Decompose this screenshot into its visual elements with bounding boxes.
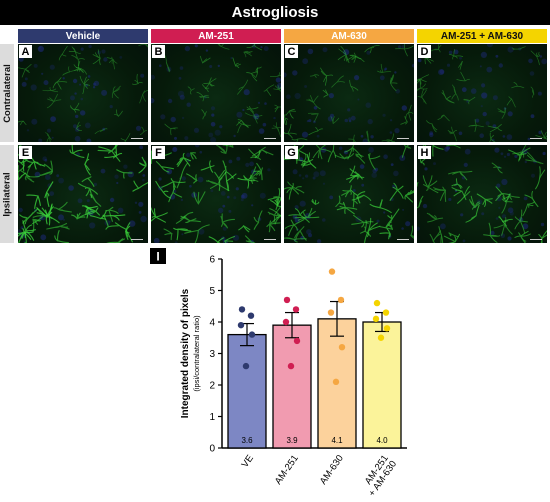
micrograph-texture [18,44,148,142]
scale-bar [131,138,143,139]
micrograph-texture [284,145,414,243]
panel-letter: C [285,45,298,58]
y-tick-label: 1 [209,412,215,423]
panel-letter: I [156,250,159,264]
micrograph-texture [417,44,547,142]
bar [227,333,267,449]
data-point [338,344,346,351]
data-point [282,318,290,326]
x-tick-label-group: VE [240,453,256,470]
y-axis-sublabel: (ipsi/contralateral ratio) [192,315,201,392]
x-tick-label: AM-251 [273,453,301,487]
scale-bar [397,138,409,139]
row-label-contralateral: Contralateral [0,44,14,142]
scale-bar [530,138,542,139]
data-point [242,362,250,370]
panel-letter: A [19,45,32,58]
y-tick-label: 2 [209,381,215,392]
scale-bar [264,239,276,240]
panel-letter: E [19,146,32,159]
column-header-vehicle: Vehicle [18,29,148,43]
data-point [337,296,345,304]
data-point [248,331,256,338]
scale-bar [264,138,276,139]
data-point [372,315,380,323]
data-point [328,268,336,275]
scale-bar [397,239,409,240]
micrograph-panel-b: B [151,44,281,142]
micrograph-texture [417,145,547,243]
micrograph-texture [151,145,281,243]
bar [362,321,402,449]
bar [272,324,312,449]
data-point [287,362,295,370]
panel-letter: F [152,146,165,159]
data-point [247,312,255,319]
x-tick-label-group: AM-251 [273,453,301,487]
scale-bar [131,239,143,240]
y-tick-label: 0 [209,444,215,455]
micrograph-panel-c: C [284,44,414,142]
data-point [377,334,385,341]
micrograph-panel-h: H [417,145,547,243]
column-header-combo: AM-251 + AM-630 [417,29,547,43]
data-point [237,321,245,329]
micrograph-panel-f: F [151,145,281,243]
bar-value-label: 4.1 [331,436,343,445]
y-tick-label: 5 [209,286,215,297]
micrograph-panel-a: A [18,44,148,142]
column-header-am630: AM-630 [284,29,414,43]
micrograph-texture [284,44,414,142]
row-label-text-contralateral: Contralateral [1,63,13,123]
data-point [327,309,335,316]
figure-title: Astrogliosis [0,0,550,25]
data-point [332,378,340,386]
column-header-am251: AM-251 [151,29,281,43]
micrograph-panel-d: D [417,44,547,142]
row-label-ipsilateral: Ipsilateral [0,145,14,243]
data-point [383,325,391,332]
panel-letter-box [150,248,166,264]
data-point [238,306,246,313]
micrograph-texture [18,145,148,243]
y-axis-label: Integrated density of pixels [180,288,191,418]
row-label-text-ipsilateral: Ipsilateral [1,171,13,217]
data-point [293,337,301,345]
panel-letter: G [285,146,298,159]
micrograph-panel-g: G [284,145,414,243]
x-tick-label-group: AM-251+ AM-630 [363,453,399,498]
bar-chart: I 0 1 2 3 4 5 6 Integrated density of pixels (ips… [150,248,407,498]
panel-letter: D [418,45,431,58]
panel-letter: H [418,146,431,159]
micrograph-texture [151,44,281,142]
data-point [373,299,381,307]
bar-value-label: 4.0 [376,436,388,445]
bar-value-label: 3.6 [241,436,253,445]
x-tick-label: AM-630 [318,453,346,487]
data-point [382,309,390,316]
micrograph-panel-e: E [18,145,148,243]
y-tick-label: 3 [209,349,215,360]
panel-letter: B [152,45,165,58]
y-tick-label: 6 [209,255,215,266]
data-point [283,296,291,304]
bar-value-label: 3.9 [286,436,298,445]
y-tick-label: 4 [209,318,215,329]
scale-bar [530,239,542,240]
x-tick-label: VE [240,453,256,470]
data-point [292,306,300,313]
x-tick-label-group: AM-630 [318,453,346,487]
